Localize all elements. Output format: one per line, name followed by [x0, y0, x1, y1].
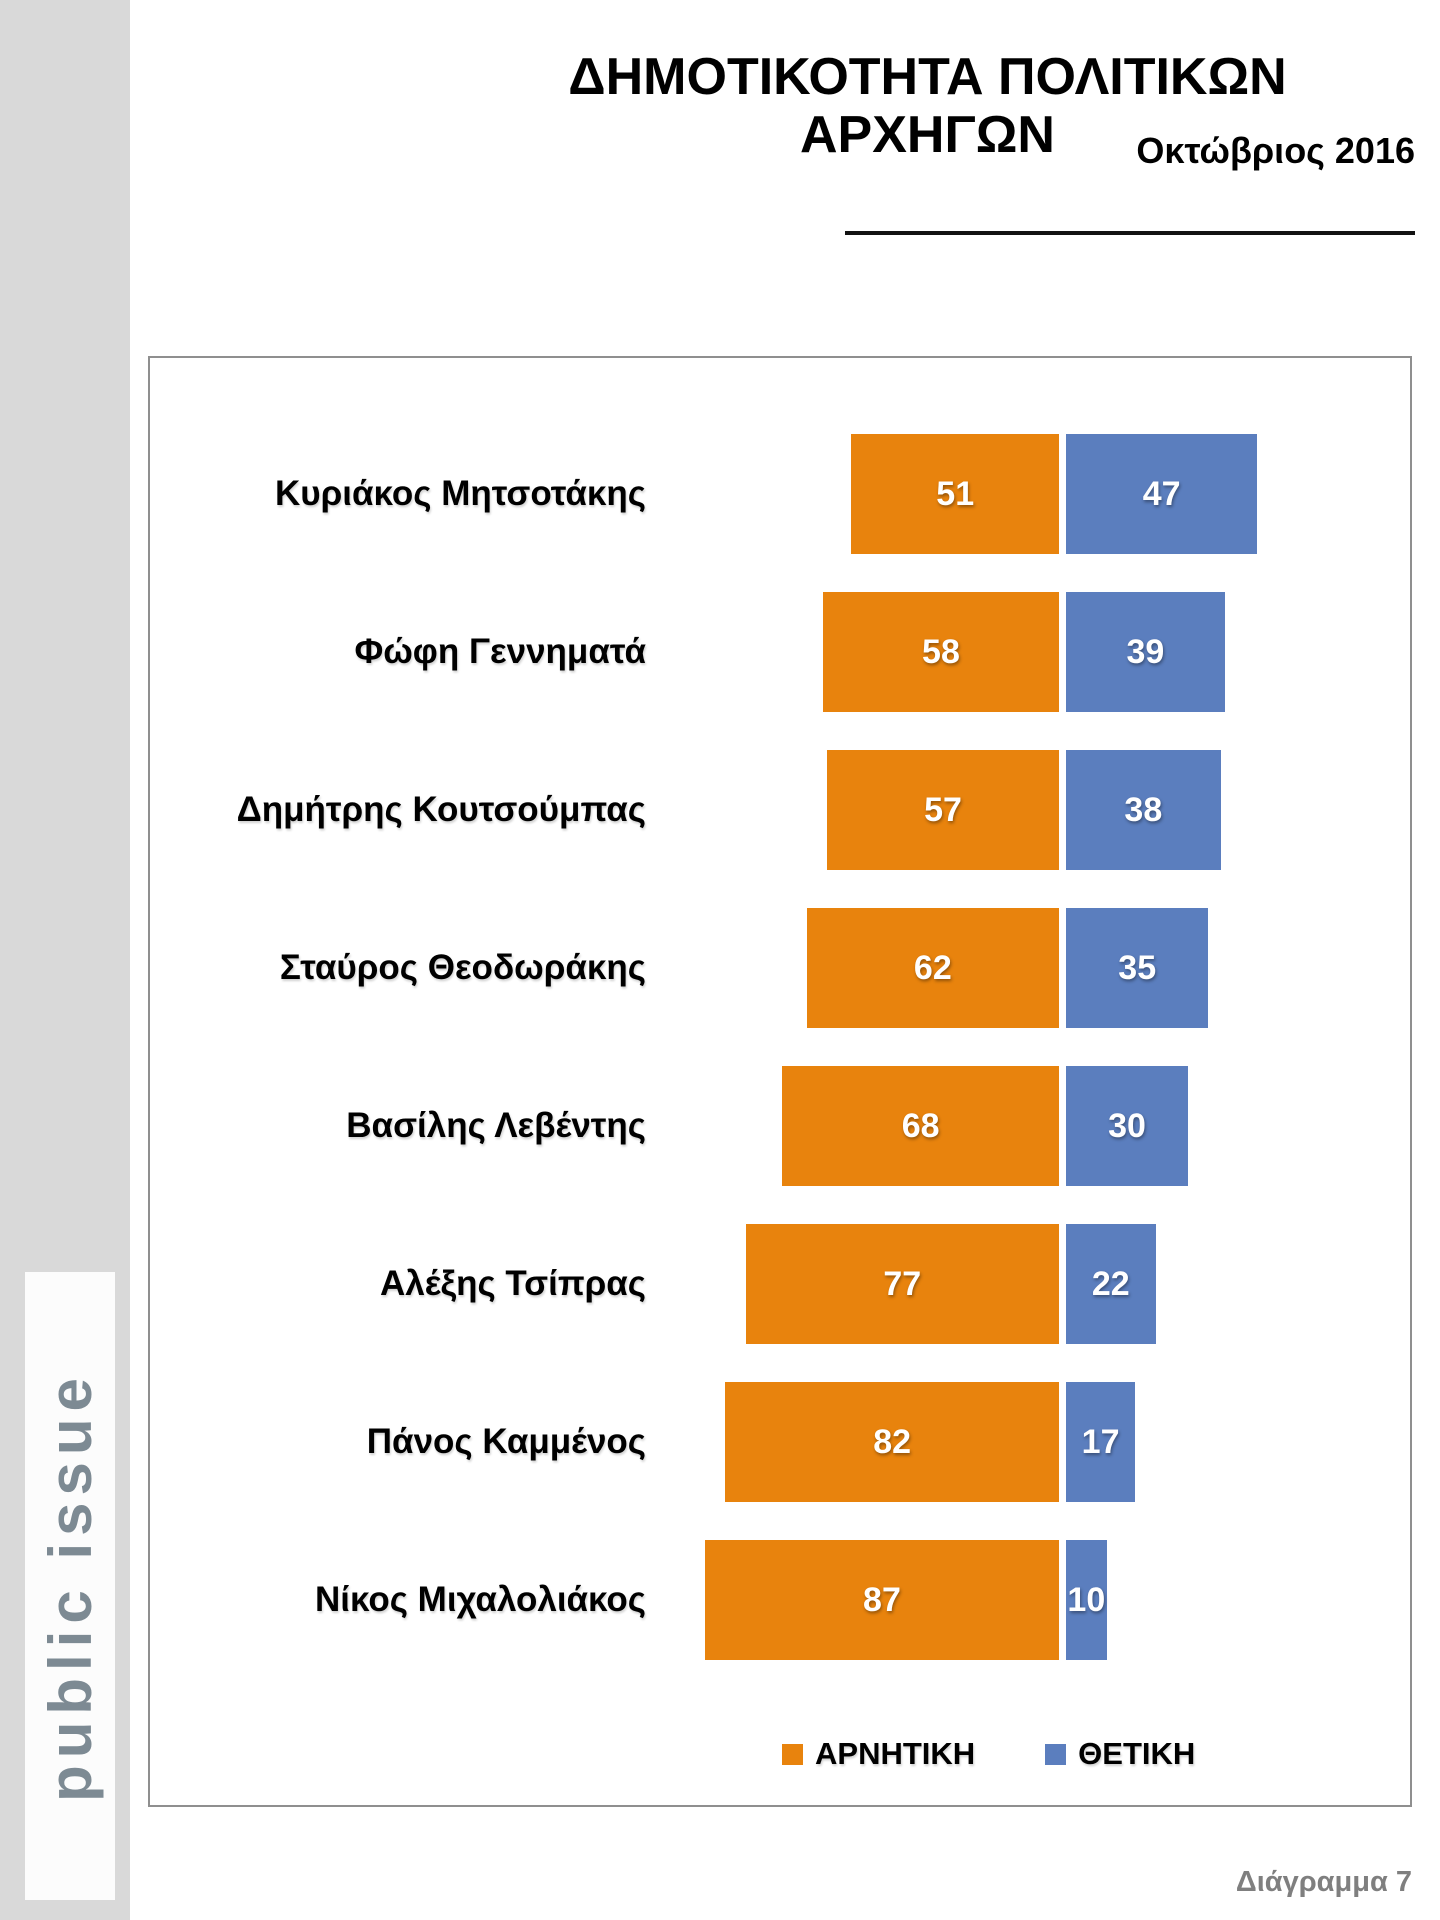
- positive-bar-value: 10: [1067, 1580, 1106, 1619]
- legend-label: ΘΕΤΙΚΗ: [1078, 1736, 1196, 1771]
- negative-bar: 62: [806, 908, 1059, 1028]
- page-subtitle: Οκτώβριος 2016: [1136, 130, 1415, 171]
- negative-bar: 77: [745, 1224, 1059, 1344]
- legend-item: ΑΡΝΗΤΙΚΗ: [782, 1736, 975, 1772]
- negative-bar-value: 57: [924, 790, 962, 829]
- category-label: Κυριάκος Μητσοτάκης: [275, 474, 646, 513]
- legend-label: ΑΡΝΗΤΙΚΗ: [815, 1736, 976, 1771]
- negative-bar: 68: [782, 1066, 1059, 1186]
- chart-caption: Διάγραμμα 7: [1235, 1866, 1412, 1898]
- negative-bar-value: 68: [901, 1106, 940, 1145]
- legend-item: ΘΕΤΙΚΗ: [1045, 1736, 1195, 1772]
- positive-bar-value: 17: [1081, 1422, 1120, 1461]
- chart-row: Αλέξης Τσίπρας 77 22: [150, 1224, 1410, 1344]
- positive-bar-value: 22: [1091, 1264, 1130, 1303]
- positive-bar: 47: [1066, 434, 1258, 554]
- chart-row: Φώφη Γεννηματά 58 39: [150, 592, 1410, 712]
- page-title: ΔΗΜΟΤΙΚΟΤΗΤΑ ΠΟΛΙΤΙΚΩΝ ΑΡΧΗΓΩΝ: [568, 48, 1287, 165]
- negative-bar: 82: [725, 1382, 1059, 1502]
- negative-bar-value: 51: [936, 474, 975, 513]
- positive-bar-value: 39: [1126, 632, 1165, 671]
- positive-bar: 17: [1066, 1382, 1136, 1502]
- category-label: Πάνος Καμμένος: [366, 1422, 646, 1461]
- chart-row: Πάνος Καμμένος 82 17: [150, 1382, 1410, 1502]
- chart-panel: Κυριάκος Μητσοτάκης 51 47 Φώφη Γεννηματά 58 3…: [148, 356, 1412, 1807]
- legend: ΑΡΝΗΤΙΚΗ ΘΕΤΙΚΗ: [782, 1736, 1195, 1772]
- negative-bar-value: 87: [863, 1580, 901, 1619]
- positive-bar-value: 47: [1142, 474, 1181, 513]
- positive-bar: 35: [1066, 908, 1209, 1028]
- negative-bar-value: 77: [883, 1264, 922, 1303]
- negative-bar: 57: [827, 750, 1059, 870]
- category-label: Βασίλης Λεβέντης: [346, 1106, 646, 1145]
- negative-bar-value: 58: [922, 632, 960, 671]
- positive-bar-value: 35: [1118, 948, 1157, 987]
- category-label: Αλέξης Τσίπρας: [379, 1264, 646, 1303]
- chart-row: Βασίλης Λεβέντης 68 30: [150, 1066, 1410, 1186]
- positive-bar: 38: [1066, 750, 1221, 870]
- title-underline: [845, 231, 1415, 235]
- positive-bar-value: 30: [1108, 1106, 1146, 1145]
- public-issue-logo: public issue: [25, 1272, 115, 1900]
- chart-row: Δημήτρης Κουτσούμπας 57 38: [150, 750, 1410, 870]
- category-label: Φώφη Γεννηματά: [354, 632, 646, 671]
- negative-bar-value: 82: [873, 1422, 912, 1461]
- category-label: Νίκος Μιχαλολιάκος: [315, 1580, 646, 1619]
- negative-bar: 51: [851, 434, 1059, 554]
- positive-bar: 10: [1066, 1540, 1107, 1660]
- positive-bar: 22: [1066, 1224, 1156, 1344]
- legend-swatch-icon: [782, 1743, 803, 1765]
- category-label: Δημήτρης Κουτσούμπας: [236, 790, 646, 829]
- chart-row: Νίκος Μιχαλολιάκος 87 10: [150, 1540, 1410, 1660]
- legend-swatch-icon: [1045, 1743, 1067, 1765]
- positive-bar-value: 38: [1124, 790, 1163, 829]
- positive-bar: 39: [1066, 592, 1225, 712]
- negative-bar: 87: [704, 1540, 1059, 1660]
- negative-bar-value: 62: [913, 948, 952, 987]
- category-label: Σταύρος Θεοδωράκης: [279, 948, 646, 987]
- negative-bar: 58: [822, 592, 1059, 712]
- logo-text: public issue: [36, 1370, 104, 1802]
- chart-row: Σταύρος Θεοδωράκης 62 35: [150, 908, 1410, 1028]
- chart-row: Κυριάκος Μητσοτάκης 51 47: [150, 434, 1410, 554]
- positive-bar: 30: [1066, 1066, 1189, 1186]
